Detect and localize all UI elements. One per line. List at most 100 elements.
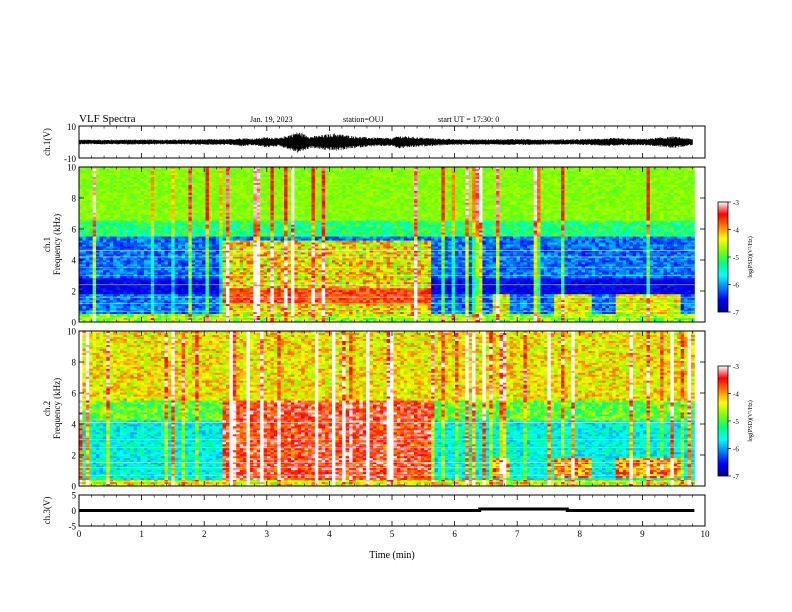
spectrogram-cell <box>140 178 145 182</box>
spectrogram-cell <box>106 214 111 218</box>
spectrogram-cell <box>130 252 135 255</box>
spectrogram-cell <box>130 224 135 228</box>
spectrogram-cell <box>195 246 200 249</box>
spectrogram-cell <box>130 278 135 281</box>
spectrogram-cell <box>195 258 200 261</box>
spectrogram-cell <box>191 226 196 230</box>
spectrogram-cell <box>202 232 206 235</box>
spectrogram-cell <box>191 220 196 224</box>
spectrogram-cell <box>143 286 148 289</box>
spectrogram-cell <box>106 262 111 265</box>
spectrogram-cell <box>161 178 165 182</box>
spectrogram-cell <box>150 174 155 178</box>
spectrogram-cell <box>92 286 97 289</box>
spectrogram-cell <box>174 278 179 281</box>
spectrogram-cell <box>195 314 200 317</box>
spectrogram-cell <box>99 196 104 200</box>
spectrogram-cell <box>133 300 138 303</box>
spectrogram-cell <box>102 298 107 301</box>
spectrogram-cell <box>181 312 186 315</box>
spectrogram-cell <box>198 168 203 172</box>
spectrogram-cell <box>96 292 100 295</box>
spectrogram-cell <box>171 178 176 182</box>
spectrogram-cell <box>202 192 206 196</box>
spectrogram-cell <box>202 254 206 257</box>
spectrogram-cell <box>161 312 165 315</box>
spectrogram-cell <box>171 180 176 184</box>
spectrogram-cell <box>178 262 182 265</box>
spectrogram-cell <box>140 242 145 245</box>
spectrogram-cell <box>208 286 213 289</box>
spectrogram-cell <box>188 240 193 243</box>
spectrogram-cell <box>130 248 135 251</box>
spectrogram-cell <box>143 280 148 283</box>
spectrogram-cell <box>130 200 135 204</box>
spectrogram-cell <box>195 286 200 289</box>
spectrogram-cell <box>150 208 155 212</box>
spectrogram-cell <box>126 212 131 216</box>
spectrogram-cell <box>137 228 141 231</box>
spectrogram-cell <box>96 214 100 218</box>
spectrogram-cell <box>181 276 186 279</box>
spectrogram-cell <box>130 210 135 214</box>
spectrogram-cell <box>123 260 128 263</box>
spectrogram-cell <box>181 292 186 295</box>
spectrogram-cell <box>164 262 169 265</box>
spectrogram-cell <box>99 214 104 218</box>
spectrogram-cell <box>208 294 213 297</box>
spectrogram-cell <box>96 186 100 190</box>
spectrogram-cell <box>96 196 100 200</box>
spectrogram-cell <box>188 262 193 265</box>
spectrogram-cell <box>126 300 131 303</box>
spectrogram-cell <box>150 198 155 202</box>
spectrogram-cell <box>106 182 111 186</box>
spectrogram-cell <box>102 170 107 174</box>
spectrogram-cell <box>184 212 189 216</box>
spectrogram-cell <box>96 256 100 259</box>
spectrogram-cell <box>133 182 138 186</box>
spectrogram-cell <box>191 240 196 243</box>
spectrogram-cell <box>150 262 155 265</box>
spectrogram-cell <box>188 228 193 231</box>
spectrogram-cell <box>116 300 121 303</box>
spectrogram-cell <box>133 167 138 170</box>
spectrogram-cell <box>161 220 165 224</box>
spectrogram-cell <box>174 172 179 176</box>
spectrogram-cell <box>198 252 203 255</box>
spectrogram-cell <box>171 202 176 206</box>
spectrogram-cell <box>116 278 121 281</box>
spectrogram-cell <box>89 196 94 200</box>
spectrogram-cell <box>130 220 135 224</box>
spectrogram-cell <box>92 174 97 178</box>
spectrogram-cell <box>191 272 196 275</box>
spectrogram-cell <box>205 168 210 172</box>
spectrogram-cell <box>137 282 141 285</box>
spectrogram-cell <box>79 306 83 309</box>
spectrogram-cell <box>133 174 138 178</box>
spectrogram-cell <box>181 222 186 226</box>
spectrogram-cell <box>120 230 124 233</box>
spectrogram-cell <box>126 290 131 293</box>
spectrogram-cell <box>109 236 114 239</box>
spectrogram-cell <box>106 178 111 182</box>
spectrogram-cell <box>113 300 118 303</box>
spectrogram-cell <box>85 288 90 291</box>
spectrogram-cell <box>181 246 186 249</box>
spectrogram-cell <box>195 172 200 176</box>
spectrogram-cell <box>99 202 104 206</box>
spectrogram-cell <box>82 196 87 200</box>
spectrogram-cell <box>123 236 128 239</box>
spectrogram-cell <box>161 188 165 192</box>
spectrogram-cell <box>140 212 145 216</box>
spectrogram-cell <box>174 300 179 303</box>
spectrogram-cell <box>92 308 97 311</box>
spectrogram-cell <box>157 236 162 239</box>
spectrogram-cell <box>116 204 121 208</box>
spectrogram-cell <box>208 192 213 196</box>
spectrogram-cell <box>171 246 176 249</box>
spectrogram-cell <box>123 278 128 281</box>
spectrogram-cell <box>147 240 152 243</box>
spectrogram-cell <box>106 276 111 279</box>
spectrogram-cell <box>205 188 210 192</box>
spectrogram-cell <box>82 208 87 212</box>
